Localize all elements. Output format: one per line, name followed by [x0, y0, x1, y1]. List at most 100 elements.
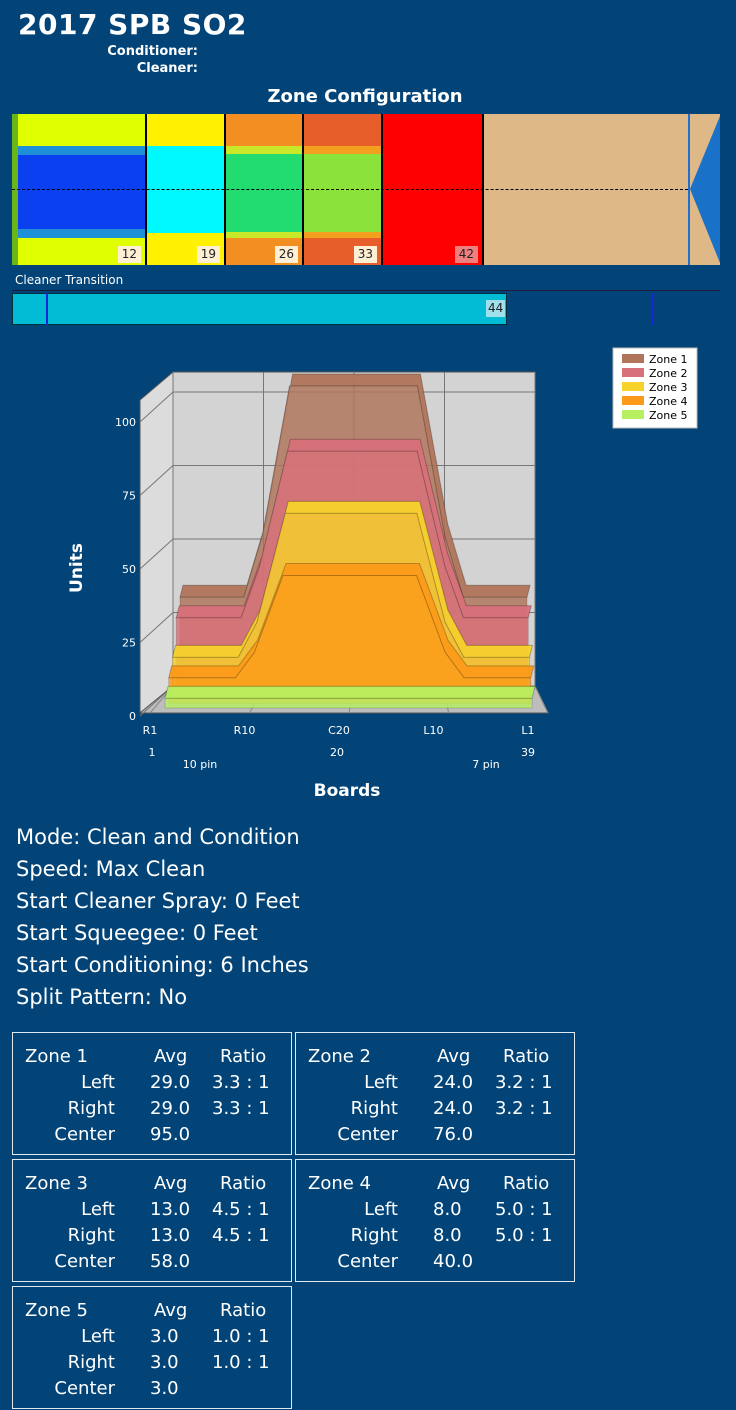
conditioning-text: Start Conditioning: 6 Inches [16, 953, 309, 977]
ratio-header: Ratio [503, 1046, 550, 1067]
gridline-side [139, 538, 174, 570]
series-top-1 [179, 373, 531, 598]
cleaner-transition-marker: 44 [486, 300, 506, 317]
right-avg: 8.0 [433, 1225, 462, 1246]
left-label: Left [364, 1072, 398, 1093]
zone-3-stats: Zone 3 Avg Ratio Left 13.0 4.5 : 1 Right… [12, 1159, 292, 1282]
center-avg: 40.0 [433, 1251, 474, 1272]
left-ratio: 3.3 : 1 [212, 1072, 270, 1093]
zone-name: Zone 4 [308, 1173, 371, 1194]
y-tick-label: 50 [122, 563, 136, 576]
lane-centerline [12, 189, 688, 190]
zone-3-marker: 26 [274, 246, 298, 263]
conditioner-label: Conditioner: [107, 44, 198, 59]
x-tick-label: L10 [423, 724, 443, 737]
right-label: Right [350, 1098, 398, 1119]
center-avg: 95.0 [150, 1124, 191, 1145]
center-label: Center [54, 1124, 115, 1145]
center-label: Center [54, 1251, 115, 1272]
center-avg: 3.0 [150, 1378, 179, 1399]
board-number-label: 39 [521, 746, 535, 759]
legend-swatch [622, 368, 644, 377]
left-label: Left [81, 1072, 115, 1093]
gridline-side [139, 391, 174, 423]
zone-name: Zone 2 [308, 1046, 371, 1067]
center-avg: 76.0 [433, 1124, 474, 1145]
pin-deck-icon [688, 114, 720, 265]
board-number-label: 1 [149, 746, 156, 759]
legend-label: Zone 5 [649, 409, 688, 422]
legend-label: Zone 1 [649, 353, 688, 366]
right-label: Right [350, 1225, 398, 1246]
center-avg: 58.0 [150, 1251, 191, 1272]
y-tick-label: 25 [122, 637, 136, 650]
right-avg: 3.0 [150, 1352, 179, 1373]
right-ratio: 4.5 : 1 [212, 1225, 270, 1246]
legend-swatch [622, 382, 644, 391]
legend-swatch [622, 354, 644, 363]
mode-text: Mode: Clean and Condition [16, 825, 300, 849]
cleaner-end-tick [652, 293, 654, 325]
avg-header: Avg [154, 1046, 188, 1067]
legend-swatch [622, 410, 644, 419]
legend-swatch [622, 396, 644, 405]
zone-configuration-title: Zone Configuration [267, 86, 463, 107]
left-avg: 24.0 [433, 1072, 474, 1093]
board-number-label: 20 [330, 746, 344, 759]
ratio-header: Ratio [220, 1173, 267, 1194]
zone-1-stats: Zone 1 Avg Ratio Left 29.0 3.3 : 1 Right… [12, 1032, 292, 1155]
zone-2-marker: 19 [196, 246, 220, 263]
gridline-floor [534, 685, 549, 714]
right-avg: 13.0 [150, 1225, 191, 1246]
ratio-header: Ratio [220, 1046, 267, 1067]
x-tick-label: L1 [521, 724, 534, 737]
avg-header: Avg [154, 1173, 188, 1194]
legend-label: Zone 2 [649, 367, 688, 380]
zone-5-stats: Zone 5 Avg Ratio Left 3.0 1.0 : 1 Right … [12, 1286, 292, 1409]
left-avg: 13.0 [150, 1199, 191, 1220]
left-ratio: 4.5 : 1 [212, 1199, 270, 1220]
right-label: Right [67, 1352, 115, 1373]
lane-diagram: 12 19 26 33 42 [12, 114, 720, 265]
series-area-5 [164, 697, 533, 709]
y-tick-label: 0 [129, 710, 136, 723]
zone-name: Zone 3 [25, 1173, 88, 1194]
left-label: Left [81, 1199, 115, 1220]
split-pattern-text: Split Pattern: No [16, 985, 188, 1009]
right-label: Right [67, 1098, 115, 1119]
zone-5-marker: 42 [454, 246, 478, 263]
right-avg: 29.0 [150, 1098, 191, 1119]
cleaner-spray-text: Start Cleaner Spray: 0 Feet [16, 889, 300, 913]
left-avg: 3.0 [150, 1326, 179, 1347]
series-top-3 [171, 500, 534, 658]
pin-label: 7 pin [472, 758, 500, 771]
pattern-title: 2017 SPB SO2 [18, 8, 247, 41]
y-axis-title: Units [67, 543, 87, 593]
zone-4-marker: 33 [353, 246, 377, 263]
x-tick-label: R10 [234, 724, 256, 737]
side-wall [139, 370, 174, 715]
x-tick-label: C20 [328, 724, 350, 737]
pin-label: 10 pin [183, 758, 218, 771]
speed-text: Speed: Max Clean [16, 857, 206, 881]
right-ratio: 1.0 : 1 [212, 1352, 270, 1373]
zone-1-marker: 12 [117, 246, 141, 263]
series-top-5 [164, 685, 536, 699]
zone-4-stats: Zone 4 Avg Ratio Left 8.0 5.0 : 1 Right … [295, 1159, 575, 1282]
zone-name: Zone 1 [25, 1046, 88, 1067]
left-avg: 29.0 [150, 1072, 191, 1093]
chart-axis: 0 25 50 75 100 R1 R10 C20 L10 L1 1 20 39 10 pin 7 pin [115, 416, 535, 771]
y-tick-label: 75 [122, 490, 136, 503]
cleaner-transition-label: Cleaner Transition [15, 273, 124, 287]
gridline-side [139, 465, 174, 496]
ratio-header: Ratio [503, 1173, 550, 1194]
left-ratio: 5.0 : 1 [495, 1199, 553, 1220]
cleaner-label: Cleaner: [136, 61, 198, 76]
legend-label: Zone 4 [649, 395, 688, 408]
left-label: Left [81, 1326, 115, 1347]
right-ratio: 3.2 : 1 [495, 1098, 553, 1119]
cleaner-start-tick [46, 293, 48, 325]
legend-label: Zone 3 [649, 381, 688, 394]
